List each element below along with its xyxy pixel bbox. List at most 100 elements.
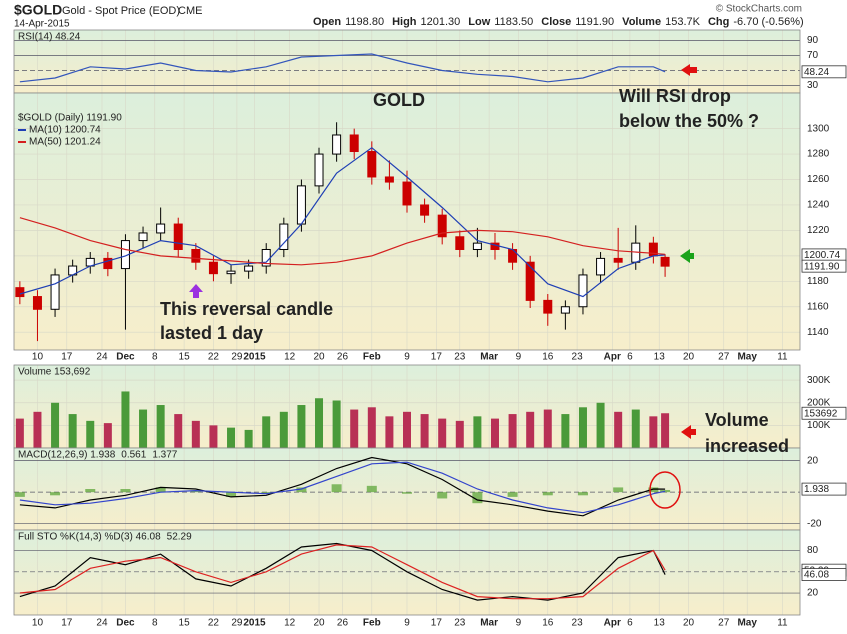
- annotation: Volume: [705, 410, 769, 430]
- histogram-bar: [437, 492, 448, 499]
- y-tick-label: 80: [807, 545, 819, 556]
- x-tick-label: 8: [152, 352, 158, 363]
- annotation: GOLD: [373, 90, 425, 110]
- x-tick-label: 20: [683, 352, 695, 363]
- line-series: [19, 146, 666, 298]
- x-tick-label: May: [737, 352, 757, 363]
- instrument-name: Gold - Spot Price (EOD): [62, 5, 180, 17]
- y-tick-label: 1300: [807, 123, 830, 134]
- candle-body: [296, 185, 306, 225]
- x-tick-label: 29: [231, 618, 243, 629]
- x-tick-label: 26: [337, 618, 349, 629]
- y-tick-label: 20: [807, 455, 819, 466]
- x-tick-label: 16: [542, 352, 554, 363]
- x-tick-label: 23: [572, 352, 584, 363]
- annotation: This reversal candle: [160, 299, 333, 319]
- volume-bar: [332, 400, 341, 448]
- volume-bar: [526, 411, 535, 448]
- histogram-bar: [366, 485, 377, 493]
- stat-label: Chg: [708, 16, 729, 28]
- x-tick-label: 2015: [243, 352, 266, 363]
- x-tick-label: 27: [718, 352, 730, 363]
- y-tick-label: 1220: [807, 225, 830, 236]
- x-tick-label: 23: [454, 618, 466, 629]
- x-tick-label: Dec: [116, 352, 135, 363]
- value-tag: [801, 406, 847, 420]
- y-tick-label: 1140: [807, 327, 829, 338]
- volume-bar: [262, 416, 271, 448]
- legend-label: 0.561: [121, 450, 146, 461]
- y-tick-label: 1240: [807, 200, 830, 211]
- legend-label: 1.377: [152, 450, 177, 461]
- date: 14-Apr-2015: [14, 19, 70, 30]
- stat-value: 1201.30: [421, 16, 461, 28]
- volume-bar: [156, 405, 165, 448]
- value-tag-label: 46.08: [804, 570, 829, 581]
- x-tick-label: 15: [179, 352, 191, 363]
- x-tick-label: 23: [572, 618, 584, 629]
- histogram-bar: [296, 487, 307, 493]
- x-tick-label: 9: [516, 352, 522, 363]
- candle-body: [613, 257, 623, 263]
- line-series: [19, 542, 666, 601]
- exchange: CME: [178, 5, 202, 17]
- x-tick-label: 9: [404, 352, 410, 363]
- price-stats: Open 1198.80 High 1201.30 Low 1183.50 Close 119…: [313, 16, 804, 28]
- x-tick-label: 9: [404, 618, 410, 629]
- candle-body: [32, 296, 42, 310]
- volume-bar: [33, 411, 42, 448]
- line-series: [19, 544, 666, 600]
- volume-bar: [367, 407, 376, 448]
- line-series: [19, 461, 666, 514]
- volume-bar: [614, 411, 623, 448]
- candle-body: [208, 261, 218, 275]
- volume-bar: [661, 413, 670, 448]
- volume-bar: [227, 427, 236, 448]
- x-tick-label: 17: [431, 618, 443, 629]
- stat-label: Open: [313, 16, 341, 28]
- arrow: [189, 284, 203, 298]
- y-tick-label: 1260: [807, 174, 830, 185]
- legend-label: $GOLD (Daily) 1191.90: [18, 113, 122, 124]
- y-tick-label: -20: [807, 518, 822, 529]
- volume-bar: [508, 414, 517, 448]
- x-tick-label: 20: [683, 618, 695, 629]
- candle-body: [402, 181, 412, 206]
- histogram-bar: [85, 489, 96, 493]
- histogram-bar: [660, 489, 671, 493]
- x-tick-label: 23: [454, 352, 466, 363]
- candle-body: [103, 257, 113, 270]
- histogram-bar: [613, 487, 624, 493]
- overlay: GOLD Will RSI drop below the 50% ? This rev…: [160, 64, 789, 509]
- x-tick-label: 27: [718, 618, 730, 629]
- x-tick-label: 2015: [243, 618, 266, 629]
- stat-label: Low: [468, 16, 490, 28]
- x-tick-label: 24: [96, 352, 108, 363]
- legend-label: MA(50) 1201.24: [29, 137, 101, 148]
- histogram-bar: [507, 492, 518, 497]
- x-tick-label: 6: [627, 618, 633, 629]
- highlight-circle: [649, 471, 681, 509]
- volume-bar: [578, 407, 587, 448]
- histogram-bar: [120, 489, 131, 493]
- stat-label: Volume: [622, 16, 661, 28]
- volume-bar: [473, 416, 482, 448]
- candle-body: [472, 242, 482, 250]
- candle-body: [420, 204, 430, 216]
- histogram-bar: [190, 490, 201, 493]
- volume-bar: [191, 420, 200, 448]
- volume-bar: [209, 425, 218, 448]
- histogram-bar: [261, 492, 272, 494]
- volume-bar: [68, 414, 77, 448]
- value-tag-label: 1200.74: [804, 250, 841, 261]
- histogram-bar: [402, 492, 412, 494]
- y-tick-label: 20: [807, 588, 819, 599]
- value-tag: [801, 568, 847, 581]
- candle-body: [349, 134, 359, 153]
- volume-bar: [103, 423, 112, 448]
- x-tick-label: 17: [61, 352, 73, 363]
- candle-body: [525, 261, 535, 301]
- value-tag-label: 1.938: [804, 484, 829, 495]
- line-series: [19, 217, 666, 266]
